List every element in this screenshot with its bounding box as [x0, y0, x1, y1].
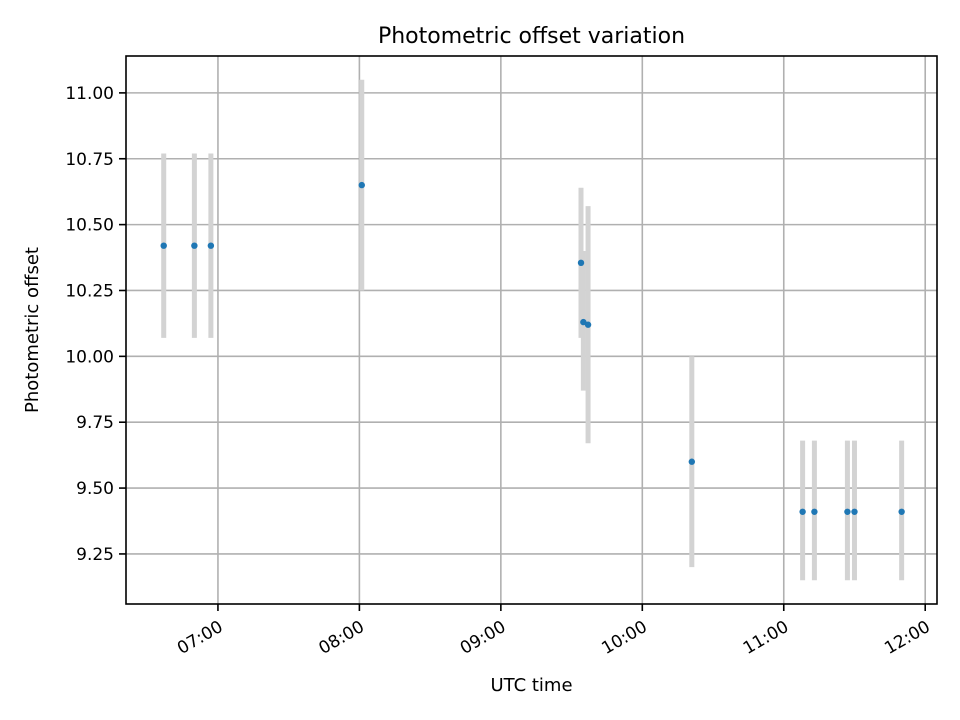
y-tick-label: 11.00 — [65, 84, 114, 104]
y-axis-ticks: 9.25 9.50 9.75 10.00 10.25 10.50 10.75 11.00 — [65, 84, 126, 565]
data-point — [688, 458, 696, 465]
y-tick-label: 10.50 — [65, 216, 114, 236]
x-tick-label: 08:00 — [315, 617, 367, 659]
y-tick-label: 10.75 — [65, 150, 114, 170]
x-tick-label: 11:00 — [740, 617, 792, 659]
data-point — [851, 508, 858, 515]
data-point — [191, 242, 198, 249]
chart-title: Photometric offset variation — [378, 24, 685, 49]
y-tick-label: 9.25 — [76, 545, 114, 565]
y-tick-label: 9.75 — [76, 413, 114, 433]
y-tick-label: 10.00 — [65, 347, 114, 367]
x-axis-ticks: 07:00 08:00 09:00 10:00 11:00 12:00 — [174, 604, 934, 659]
x-axis-label: UTC time — [490, 675, 572, 696]
y-tick-label: 9.50 — [76, 479, 114, 499]
y-tick-label: 10.25 — [65, 281, 114, 301]
data-point — [577, 259, 585, 267]
data-point — [207, 242, 215, 249]
grid — [126, 56, 937, 604]
data-point — [358, 181, 365, 189]
x-tick-label: 10:00 — [598, 617, 650, 659]
data-point — [799, 508, 806, 515]
data-point — [844, 508, 851, 515]
data-point — [898, 508, 905, 515]
data-points — [160, 181, 905, 515]
data-point — [160, 242, 167, 249]
x-tick-label: 12:00 — [881, 617, 933, 659]
x-tick-label: 09:00 — [457, 617, 509, 659]
data-point — [811, 508, 818, 515]
plot-frame — [125, 55, 938, 605]
data-point — [580, 318, 587, 326]
x-tick-label: 07:00 — [174, 617, 226, 659]
y-axis-label: Photometric offset — [22, 247, 43, 413]
error-bars — [161, 79, 905, 581]
data-point — [584, 321, 592, 328]
